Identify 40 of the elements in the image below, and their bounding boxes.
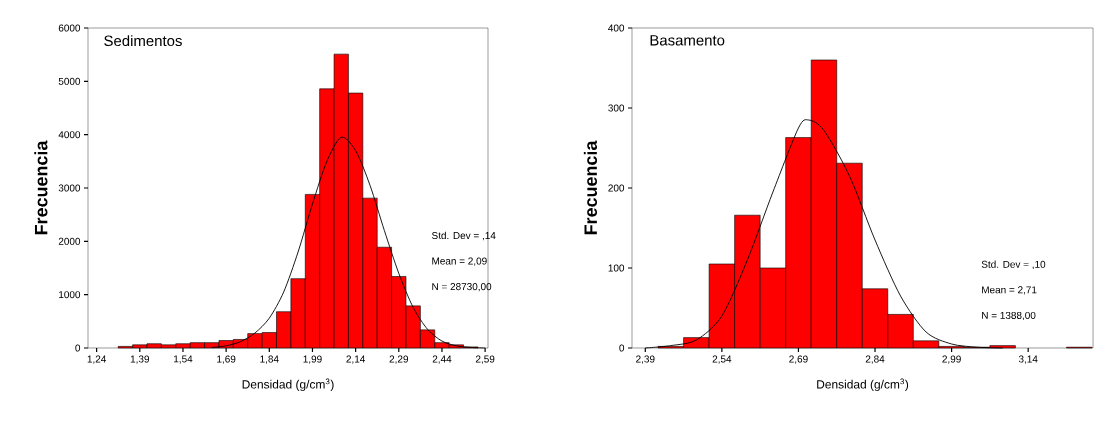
- y-tick-label: 3000: [58, 184, 81, 192]
- x-axis-title: Densidad (g/cm$^{3}$): [817, 378, 909, 391]
- y-tick-label: 1000: [59, 291, 81, 299]
- x-tick-label: 1,69: [217, 355, 236, 364]
- y-tick-label: 200: [608, 184, 625, 192]
- x-axis-title: Densidad (g/cm$^{3}$): [242, 378, 334, 391]
- y-tick-label: 5000: [58, 77, 81, 85]
- x-tick-label: 1,24: [87, 355, 107, 364]
- annotation: Mean = 2,71: [982, 286, 1037, 295]
- x-tick-label: 1,99: [303, 355, 322, 364]
- x-tick-label: 3,14: [1018, 355, 1038, 364]
- x-tick-label: 2,39: [636, 355, 655, 364]
- y-tick-label: 4000: [58, 131, 81, 139]
- y-tick-label: 100: [608, 264, 625, 272]
- annotation: N = 1388,00: [982, 311, 1036, 321]
- y-axis-title: Frecuencia: [34, 140, 48, 235]
- x-tick-label: 1,84: [260, 355, 279, 364]
- y-axis-title: Frecuencia: [583, 140, 598, 235]
- annotation: Std. Dev = ,14: [431, 231, 496, 241]
- x-tick-label: 2,29: [389, 355, 409, 364]
- x-tick-label: 2,54: [712, 355, 732, 364]
- annotation: Mean = 2,09: [432, 257, 487, 266]
- x-tick-label: 1,39: [130, 355, 150, 364]
- x-tick-label: 2,44: [432, 355, 452, 364]
- chart-title: Basamento: [650, 35, 725, 46]
- annotation: Std. Dev = ,10: [981, 260, 1046, 270]
- y-tick-label: 6000: [58, 24, 81, 32]
- x-tick-label: 2,69: [789, 355, 808, 364]
- x-tick-label: 2,14: [346, 355, 366, 364]
- y-tick-label: 300: [608, 104, 625, 112]
- annotation: N = 28730,00: [432, 283, 492, 292]
- chart-title: Sedimentos: [104, 35, 182, 47]
- x-tick-label: 2,84: [865, 355, 885, 364]
- x-tick-label: 2,99: [942, 355, 961, 364]
- y-tick-label: 400: [608, 24, 625, 32]
- x-tick-label: 2,59: [475, 355, 495, 364]
- y-tick-label: 0: [619, 344, 625, 352]
- y-tick-label: 0: [75, 344, 81, 352]
- y-tick-label: 2000: [58, 237, 81, 245]
- x-tick-label: 1,54: [174, 355, 193, 364]
